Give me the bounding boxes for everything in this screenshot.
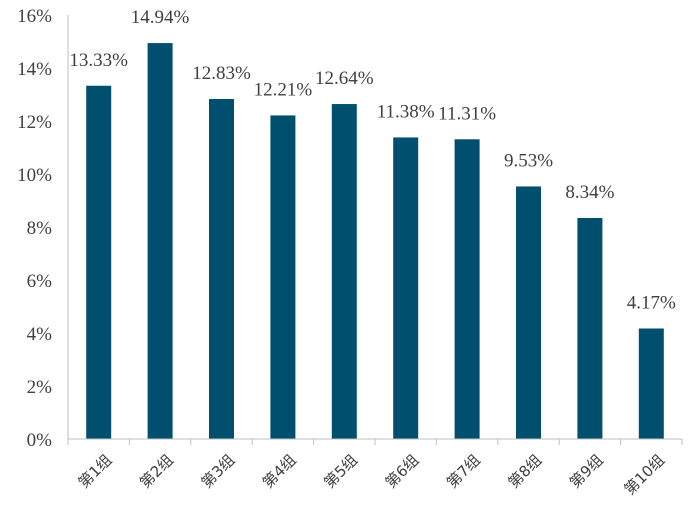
x-category-label: 第7组 [443, 451, 484, 492]
data-label: 9.53% [504, 150, 553, 171]
y-tick-label: 4% [27, 324, 53, 345]
bar [638, 328, 664, 439]
data-label: 12.64% [315, 68, 374, 89]
bar [209, 99, 234, 439]
x-category-label: 第3组 [198, 451, 239, 492]
bar [516, 186, 541, 439]
x-category-label: 第6组 [382, 451, 423, 492]
y-tick-label: 8% [27, 218, 53, 239]
x-axis-category-labels: 第1组 第2组 第3组 第4组 第5组 第6组 第7组 第8组 第9组 第10组 [75, 451, 668, 498]
y-tick-label: 0% [27, 430, 53, 451]
data-label: 4.17% [627, 292, 676, 313]
x-category-label: 第5组 [320, 451, 361, 492]
x-axis-ticks [67, 439, 683, 445]
x-category-label: 第8组 [505, 451, 546, 492]
bars [86, 43, 664, 440]
data-label: 11.38% [377, 101, 435, 122]
x-category-label: 第9组 [566, 451, 607, 492]
y-tick-label: 10% [17, 165, 52, 186]
data-label: 13.33% [69, 50, 128, 71]
y-tick-label: 12% [17, 112, 52, 133]
data-label: 8.34% [565, 182, 614, 203]
data-label: 14.94% [131, 7, 190, 28]
x-category-label: 第10组 [621, 451, 668, 498]
bar [577, 217, 603, 439]
data-label: 11.31% [438, 103, 496, 124]
data-label: 12.83% [192, 63, 251, 84]
bar [270, 115, 296, 439]
x-category-label: 第1组 [75, 451, 116, 492]
bar [393, 137, 419, 439]
y-tick-label: 6% [27, 271, 53, 292]
bar [147, 43, 173, 440]
y-axis-tick-labels: 0% 2% 4% 6% 8% 10% 12% 14% 16% [17, 6, 52, 451]
x-category-label: 第2组 [136, 451, 177, 492]
y-tick-label: 2% [27, 377, 53, 398]
y-tick-label: 14% [17, 59, 52, 80]
bar [86, 85, 112, 439]
data-labels: 13.33% 14.94% 12.83%12.21%12.64%11.38% 11.3… [69, 7, 676, 313]
data-label: 12.21% [254, 79, 313, 100]
x-category-label: 第4组 [259, 451, 300, 492]
y-tick-label: 16% [17, 6, 52, 27]
bar [454, 139, 480, 439]
bar [331, 104, 357, 439]
